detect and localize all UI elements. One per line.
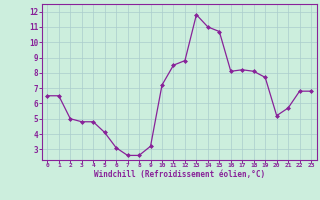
X-axis label: Windchill (Refroidissement éolien,°C): Windchill (Refroidissement éolien,°C) (94, 170, 265, 179)
